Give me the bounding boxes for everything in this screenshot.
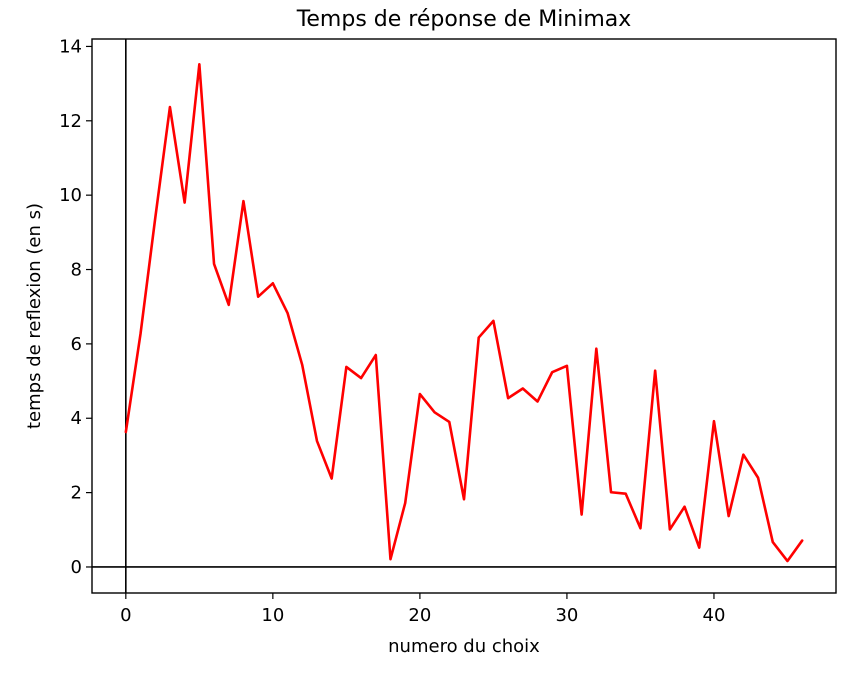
- series-layer: [124, 62, 804, 563]
- y-axis-ticks: 0 2 4 6 8 10 12 14: [59, 36, 92, 578]
- x-tick-label: 30: [555, 605, 578, 626]
- y-tick-label: 2: [71, 483, 82, 504]
- x-tick-label: 40: [703, 605, 726, 626]
- x-axis-ticks: 0 10 20 30 40: [120, 593, 725, 626]
- y-tick-label: 12: [59, 111, 82, 132]
- x-tick-label: 20: [408, 605, 431, 626]
- x-tick-label: 10: [261, 605, 284, 626]
- y-axis-label: temps de reflexion (en s): [24, 203, 45, 429]
- y-tick-label: 8: [71, 260, 82, 281]
- plot-frame: [91, 38, 837, 594]
- y-tick-label: 4: [71, 408, 82, 429]
- chart-title: Temps de réponse de Minimax: [296, 7, 632, 32]
- x-axis-label: numero du choix: [388, 636, 540, 657]
- y-tick-label: 10: [59, 185, 82, 206]
- y-tick-label: 0: [71, 557, 82, 578]
- x-tick-label: 0: [120, 605, 131, 626]
- y-tick-label: 14: [59, 36, 82, 57]
- series-line: [124, 62, 804, 563]
- y-tick-label: 6: [71, 334, 82, 355]
- reference-lines: [92, 39, 836, 593]
